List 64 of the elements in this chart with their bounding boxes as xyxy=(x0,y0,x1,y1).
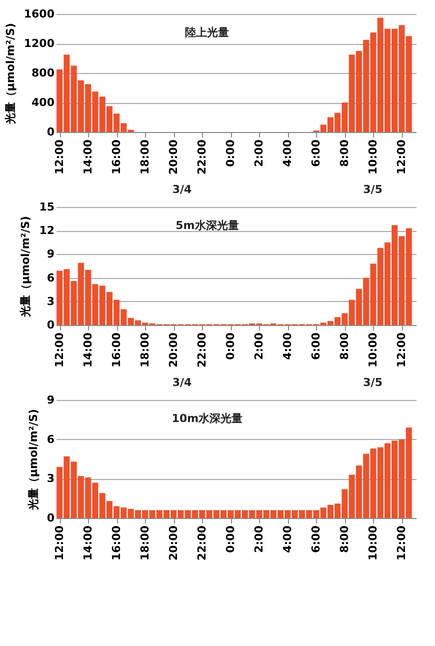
x-tick-label: 12:00 xyxy=(395,139,408,175)
y-tick-label: 3 xyxy=(46,472,54,486)
x-tick-label: 2:00 xyxy=(252,332,266,360)
text: 3/4 xyxy=(172,183,192,196)
y-tick-label: 15 xyxy=(39,200,54,214)
x-tick-label: 18:00 xyxy=(138,139,152,175)
x-tick-label: 14:00 xyxy=(82,525,95,561)
y-tick-label: 9 xyxy=(46,394,54,406)
text: 10m水深光量 xyxy=(172,412,243,425)
x-tick-label: 10:00 xyxy=(366,525,380,561)
x-tick-label: 22:00 xyxy=(196,139,209,175)
y-tick-label: 0 xyxy=(46,318,55,332)
y-tick-label: 400 xyxy=(32,96,55,109)
y-tick-label: 6 xyxy=(46,271,55,284)
x-tick-label: 14:00 xyxy=(82,139,95,175)
x-tick-label: 22:00 xyxy=(196,332,209,368)
y-axis-title: 光量（μmol/m²/S) xyxy=(4,22,17,126)
x-tick-label: 12:00 xyxy=(53,332,66,368)
x-tick-label: 20:00 xyxy=(167,525,180,561)
x-tick-label: 22:00 xyxy=(196,525,209,561)
x-tick-label: 4:00 xyxy=(281,525,294,553)
x-tick-label: 8:00 xyxy=(338,139,352,167)
x-tick-label: 16:00 xyxy=(110,139,124,175)
y-tick-label: 0 xyxy=(46,126,55,138)
y-tick-label: 3 xyxy=(46,294,54,308)
x-tick-label: 20:00 xyxy=(167,139,180,175)
y-axis-title: 光量（μmol/m²/S) xyxy=(19,216,32,318)
x-tick-label: 10:00 xyxy=(366,139,380,175)
x-tick-label: 6:00 xyxy=(310,139,323,167)
x-tick-label: 12:00 xyxy=(395,332,408,368)
x-tick-label: 8:00 xyxy=(338,525,352,553)
y-axis-title: 光量（μmol/m²/S) xyxy=(26,408,40,512)
y-tick-label: 1600 xyxy=(24,8,55,20)
x-tick-label: 8:00 xyxy=(338,332,352,360)
x-tick-label: 4:00 xyxy=(281,332,294,360)
y-tick-label: 6 xyxy=(46,432,55,446)
x-tick-label: 16:00 xyxy=(110,525,124,561)
x-tick-label: 2:00 xyxy=(252,525,266,553)
y-tick-label: 1200 xyxy=(24,37,55,50)
x-tick-label: 16:00 xyxy=(110,332,124,368)
y-tick-label: 0 xyxy=(46,512,55,524)
x-tick-label: 2:00 xyxy=(252,139,266,167)
x-tick-label: 18:00 xyxy=(138,525,152,561)
x-tick-label: 0:00 xyxy=(224,332,238,360)
x-tick-label: 12:00 xyxy=(53,139,66,175)
x-tick-label: 10:00 xyxy=(366,332,380,368)
x-tick-label: 4:00 xyxy=(281,139,294,167)
x-tick-label: 0:00 xyxy=(224,525,238,553)
text: 3/4 xyxy=(172,376,192,389)
x-tick-label: 12:00 xyxy=(395,525,408,561)
x-tick-label: 14:00 xyxy=(82,332,95,368)
x-tick-label: 0:00 xyxy=(224,139,238,167)
x-tick-label: 6:00 xyxy=(310,525,323,553)
x-tick-label: 18:00 xyxy=(138,332,152,368)
text: 陸上光量 xyxy=(185,26,230,39)
text: 5m水深光量 xyxy=(176,218,239,232)
y-tick-label: 9 xyxy=(46,248,54,261)
text: 3/5 xyxy=(363,183,382,196)
x-tick-label: 20:00 xyxy=(167,332,180,368)
y-tick-label: 12 xyxy=(39,224,54,238)
y-tick-label: 800 xyxy=(32,66,55,80)
x-tick-label: 6:00 xyxy=(310,332,323,360)
text: 3/5 xyxy=(363,376,382,389)
x-tick-label: 12:00 xyxy=(53,525,66,561)
